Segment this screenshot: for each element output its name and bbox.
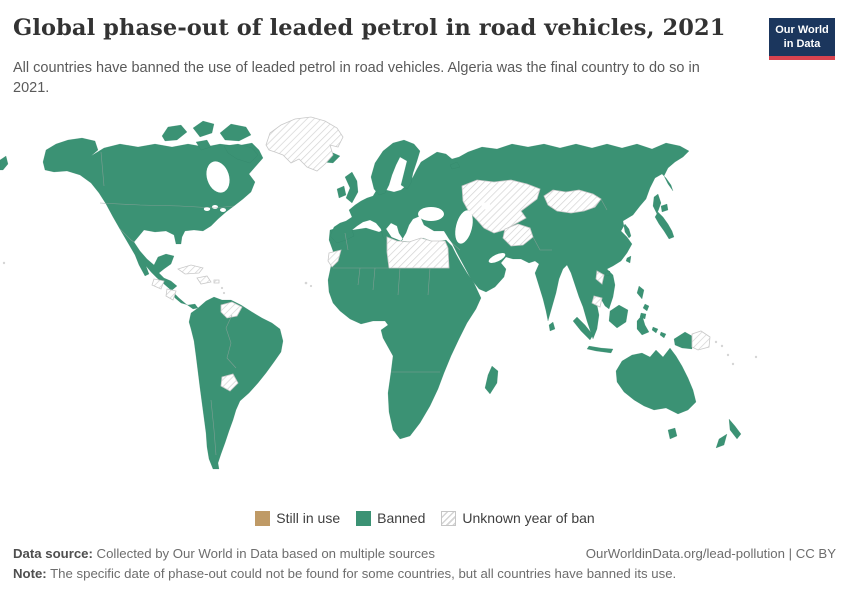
note-label: Note:	[13, 566, 47, 581]
chart-footer: Data source: Collected by Our World in D…	[13, 546, 836, 581]
region-afghanistan	[502, 223, 534, 247]
legend-swatch-unknown	[441, 510, 457, 526]
region-libya-egypt	[386, 236, 450, 269]
region-banned-landmasses[interactable]	[0, 120, 742, 470]
region-guyana-suriname	[220, 301, 243, 319]
map-legend: Still in use Banned Unknown year of ban	[0, 510, 850, 526]
region-australia	[615, 347, 697, 415]
page-title: Global phase-out of leaded petrol in roa…	[13, 15, 726, 41]
legend-item-banned[interactable]: Banned	[356, 510, 425, 526]
region-paraguay	[220, 373, 239, 392]
note-text: The specific date of phase-out could not…	[46, 566, 677, 581]
region-mongolia	[543, 189, 602, 214]
owid-logo-line2: in Data	[783, 38, 821, 51]
region-hispaniola	[196, 275, 212, 285]
small-island-specks	[2, 261, 758, 366]
country-borders	[99, 151, 608, 456]
region-madagascar	[484, 365, 499, 395]
legend-item-unknown[interactable]: Unknown year of ban	[441, 510, 595, 526]
legend-label-still-in-use: Still in use	[276, 510, 341, 526]
world-map[interactable]	[0, 100, 850, 510]
region-sumatra	[572, 316, 594, 341]
region-guatemala	[151, 278, 165, 290]
region-greenland	[265, 116, 344, 172]
region-unknown-year[interactable]	[151, 116, 711, 392]
world-map-svg[interactable]	[0, 100, 850, 510]
region-cuba	[177, 264, 204, 275]
data-source-label: Data source:	[13, 546, 93, 561]
region-new-zealand	[728, 418, 742, 440]
owid-logo-line1: Our World	[775, 24, 829, 36]
data-source-line: Data source: Collected by Our World in D…	[13, 546, 435, 561]
chart-subtitle: All countries have banned the use of lea…	[13, 60, 700, 96]
region-uk	[344, 171, 359, 204]
region-papua-new-guinea	[691, 330, 711, 351]
region-borneo	[608, 304, 629, 329]
legend-swatch-still-in-use	[255, 510, 271, 526]
legend-label-unknown: Unknown year of ban	[462, 510, 595, 526]
inland-water	[203, 161, 506, 263]
region-ireland	[336, 185, 347, 199]
region-kazakhstan-central-asia	[461, 179, 541, 234]
owid-logo[interactable]: Our World in Data	[769, 18, 835, 60]
region-cambodia	[591, 295, 603, 308]
note-line: Note: The specific date of phase-out cou…	[13, 566, 836, 581]
region-laos	[595, 270, 605, 285]
legend-item-still-in-use[interactable]: Still in use	[255, 510, 340, 526]
legend-swatch-banned	[356, 510, 372, 526]
caspian-aral-water	[455, 202, 491, 244]
region-tasmania	[667, 427, 678, 440]
legend-label-banned: Banned	[377, 510, 426, 526]
owid-link[interactable]: OurWorldinData.org/lead-pollution | CC B…	[585, 546, 836, 561]
region-nicaragua	[165, 288, 177, 301]
region-japan	[654, 211, 675, 240]
data-source-text: Collected by Our World in Data based on …	[92, 546, 435, 561]
region-scandinavia	[370, 139, 421, 196]
region-western-sahara	[327, 249, 342, 268]
